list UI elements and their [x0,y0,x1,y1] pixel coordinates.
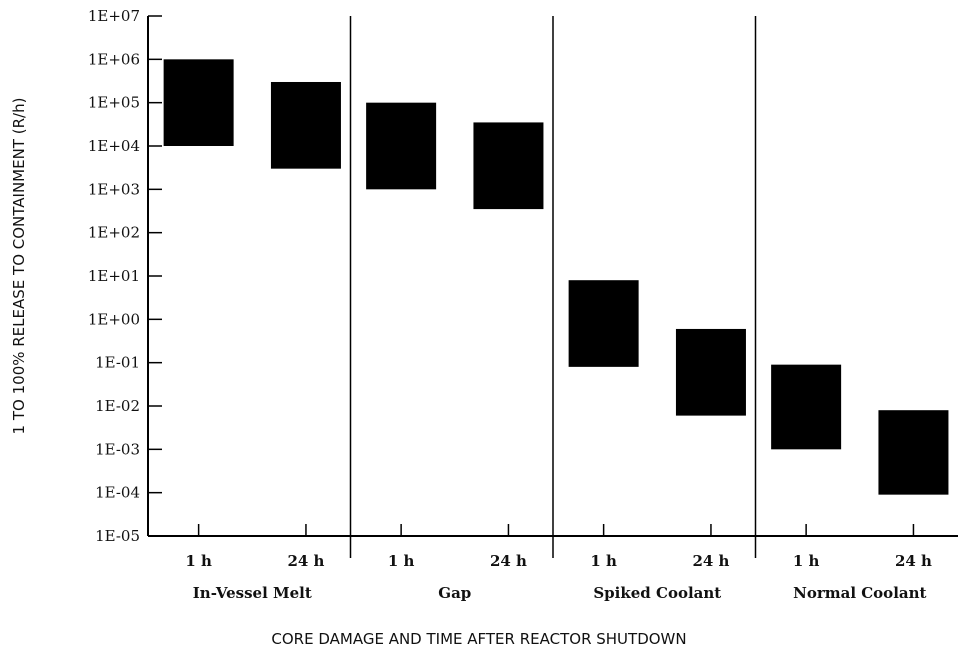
y-tick-label: 1E+06 [88,50,140,68]
y-tick-label: 1E+01 [88,267,140,285]
x-axis-ticks: 1 h 24 h 1 h 24 h 1 h 24 h 1 h 24 h [185,524,932,570]
time-label: 1 h [590,552,617,570]
y-tick-label: 1E+04 [88,137,140,155]
range-bar [771,364,842,450]
x-axis-title: CORE DAMAGE AND TIME AFTER REACTOR SHUTD… [271,630,686,648]
group-label: Normal Coolant [793,584,926,602]
y-tick-label: 1E+00 [88,310,140,328]
time-label: 24 h [490,552,527,570]
y-tick-label: 1E-03 [95,440,140,458]
range-bar [366,102,437,190]
group-label: In-Vessel Melt [193,584,312,602]
y-tick-label: 1E-04 [95,484,140,502]
group-separators [349,16,757,558]
time-label: 1 h [388,552,415,570]
y-tick-label: 1E+02 [88,224,140,242]
y-axis-ticks: 1E+07 1E+06 1E+05 1E+04 1E+03 1E+02 1E+01 1E+00… [88,7,162,545]
y-tick-label: 1E+07 [88,7,140,25]
time-label: 24 h [692,552,729,570]
range-bar [163,59,234,147]
time-label: 1 h [185,552,212,570]
range-bar [473,122,544,210]
y-tick-label: 1E+05 [88,94,140,112]
y-tick-label: 1E-02 [95,397,140,415]
range-bar [270,81,341,169]
range-bars [163,59,949,495]
time-label: 24 h [895,552,932,570]
y-axis-title: 1 TO 100% RELEASE TO CONTAINMENT (R/h) [10,98,28,435]
plot-area: 1E+07 1E+06 1E+05 1E+04 1E+03 1E+02 1E+01 1E+00… [88,7,958,602]
group-label: Gap [438,584,471,602]
group-labels: In-Vessel Melt Gap Spiked Coolant Normal Co… [193,584,927,602]
range-bar [568,280,639,367]
y-tick-label: 1E+03 [88,180,140,198]
range-bar [675,328,746,416]
y-tick-label: 1E-05 [95,527,140,545]
y-tick-label: 1E-01 [95,354,140,372]
group-label: Spiked Coolant [593,584,721,602]
range-bar [878,410,949,495]
time-label: 1 h [793,552,820,570]
time-label: 24 h [287,552,324,570]
